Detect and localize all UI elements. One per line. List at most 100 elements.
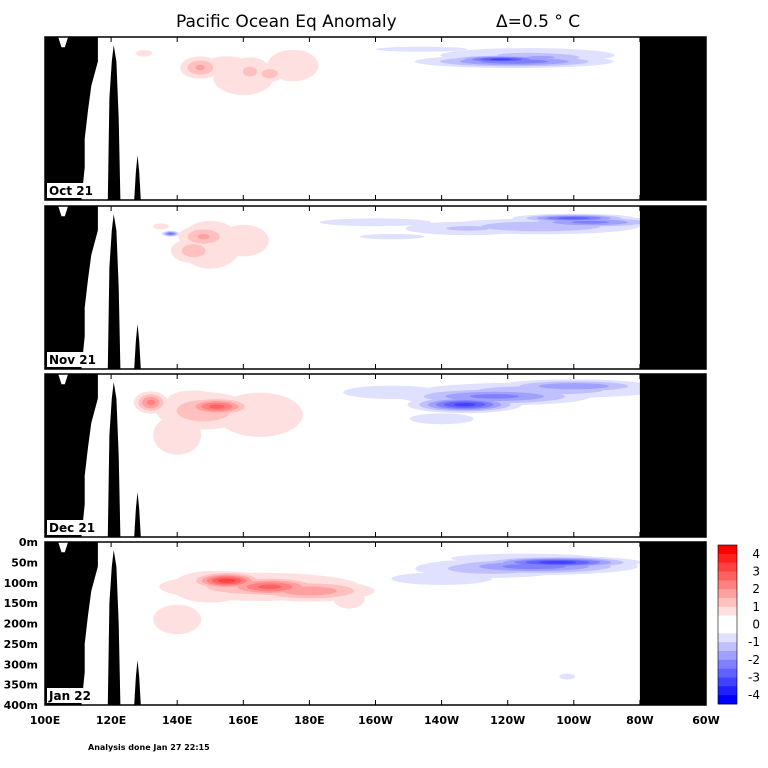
warm-contour-level bbox=[197, 234, 210, 240]
cold-contour-level bbox=[454, 403, 476, 407]
cold-contour-level bbox=[502, 563, 566, 570]
colorbar-swatch bbox=[718, 589, 737, 599]
colorbar-swatch bbox=[718, 695, 737, 705]
island-ridge-small bbox=[134, 324, 141, 369]
cold-contour-level bbox=[446, 226, 490, 231]
colorbar-tick-label: -1 bbox=[748, 635, 760, 649]
colorbar-swatch bbox=[718, 571, 737, 581]
x-tick-label: 100W bbox=[556, 714, 591, 727]
colorbar-swatch bbox=[718, 580, 737, 590]
y-tick-label: 150m bbox=[4, 597, 38, 610]
cold-contour-level bbox=[391, 572, 492, 585]
warm-contour-level bbox=[146, 399, 156, 406]
island-ridge bbox=[107, 382, 121, 537]
panel-1: Oct 21 bbox=[44, 36, 707, 201]
land-notch bbox=[58, 542, 69, 553]
colorbar-tick-label: -4 bbox=[748, 688, 760, 702]
x-tick-label: 140E bbox=[162, 714, 192, 727]
panel-label-box bbox=[47, 352, 99, 367]
colorbar-swatch bbox=[718, 606, 737, 616]
colorbar-swatch bbox=[718, 651, 737, 661]
colorbar-tick-label: 4 bbox=[752, 547, 760, 561]
contour-interval-label: Δ=0.5 ° C bbox=[496, 12, 580, 32]
colorbar-tick-label: 1 bbox=[752, 600, 760, 614]
colorbar-tick-label: 0 bbox=[752, 618, 760, 632]
land-notch bbox=[58, 37, 69, 48]
x-tick-label: 120W bbox=[490, 714, 525, 727]
x-tick-label: 80W bbox=[626, 714, 653, 727]
x-tick-label: 60W bbox=[692, 714, 719, 727]
x-tick-label: 160W bbox=[358, 714, 393, 727]
east-land-mask bbox=[639, 37, 706, 200]
y-tick-label: 200m bbox=[4, 618, 38, 631]
colorbar-swatch bbox=[718, 562, 737, 572]
colorbar-swatch bbox=[718, 545, 737, 555]
colorbar-swatch bbox=[718, 615, 737, 625]
panels-group: Oct 21 Nov 21 Dec 21 Jan 22 bbox=[44, 36, 707, 706]
longitude-axis: 100E 120E 140E 160E 180E 160W 140W 120W 100W 80W 6… bbox=[30, 714, 720, 727]
colorbar-swatch bbox=[718, 553, 737, 563]
colorbar-tick-label: -2 bbox=[748, 653, 760, 667]
cold-contour-level bbox=[375, 46, 468, 52]
chart-title: Pacific Ocean Eq Anomaly bbox=[176, 12, 397, 32]
x-tick-label: 180E bbox=[294, 714, 324, 727]
warm-contour-level bbox=[261, 69, 278, 79]
east-land-mask bbox=[639, 374, 706, 537]
cold-contour-level bbox=[470, 394, 519, 399]
island-ridge-small bbox=[134, 660, 141, 705]
colorbar: 4 3 2 1 0 -1 -2 -3 -4 bbox=[717, 544, 760, 705]
panel-3: Dec 21 bbox=[44, 373, 707, 538]
colorbar-swatch bbox=[718, 624, 737, 634]
anomaly-field bbox=[45, 37, 706, 200]
island-ridge-small bbox=[134, 492, 141, 537]
cold-contour-level bbox=[538, 561, 577, 564]
warm-contour-level bbox=[258, 584, 282, 589]
y-tick-label: 350m bbox=[4, 679, 38, 692]
cold-contour-level bbox=[490, 58, 512, 61]
colorbar-swatch bbox=[718, 668, 737, 678]
colorbar-swatch bbox=[718, 598, 737, 608]
y-tick-label: 50m bbox=[11, 556, 38, 569]
cold-contour-level bbox=[559, 673, 576, 680]
cold-contour-level bbox=[558, 217, 590, 220]
warm-contour-level bbox=[136, 50, 153, 57]
island-ridge bbox=[107, 214, 121, 369]
panel-2: Nov 21 bbox=[44, 205, 707, 370]
warm-contour-level bbox=[181, 244, 206, 258]
island-ridge bbox=[107, 550, 121, 705]
land-notch bbox=[58, 374, 69, 385]
anomaly-field bbox=[45, 542, 706, 705]
cold-contour-level bbox=[343, 385, 441, 399]
colorbar-swatch bbox=[718, 677, 737, 687]
west-land-mask bbox=[45, 542, 98, 705]
warm-contour-level bbox=[209, 404, 225, 409]
panel-label-box bbox=[47, 688, 99, 703]
east-land-mask bbox=[639, 206, 706, 369]
land-notch bbox=[58, 206, 69, 217]
x-tick-label: 120E bbox=[96, 714, 126, 727]
east-land-mask bbox=[639, 542, 706, 705]
colorbar-swatch bbox=[718, 633, 737, 643]
y-tick-label: 0m bbox=[19, 536, 38, 549]
warm-contour-level bbox=[153, 415, 202, 455]
warm-contour-level bbox=[218, 578, 236, 583]
cold-contour-level bbox=[526, 55, 555, 59]
colorbar-swatch bbox=[718, 659, 737, 669]
panel-label: Oct 21 bbox=[49, 184, 93, 198]
warm-contour-level bbox=[217, 224, 269, 257]
west-land-mask bbox=[45, 374, 98, 537]
y-tick-label: 400m bbox=[4, 699, 38, 712]
warm-contour-level bbox=[242, 66, 258, 77]
warm-contour-level bbox=[152, 223, 169, 230]
island-ridge-small bbox=[134, 155, 141, 200]
depth-axis: 0m 50m 100m 150m 200m 250m 300m 350m 400m bbox=[4, 536, 50, 712]
y-tick-label: 300m bbox=[4, 658, 38, 671]
cold-contour-level bbox=[169, 233, 173, 235]
cold-contour-level bbox=[538, 383, 609, 390]
panel-background bbox=[45, 206, 706, 369]
cold-contour-level bbox=[409, 413, 474, 425]
west-land-mask bbox=[45, 206, 98, 369]
panel-4: Jan 22 bbox=[44, 541, 707, 706]
colorbar-tick-label: 3 bbox=[752, 565, 760, 579]
